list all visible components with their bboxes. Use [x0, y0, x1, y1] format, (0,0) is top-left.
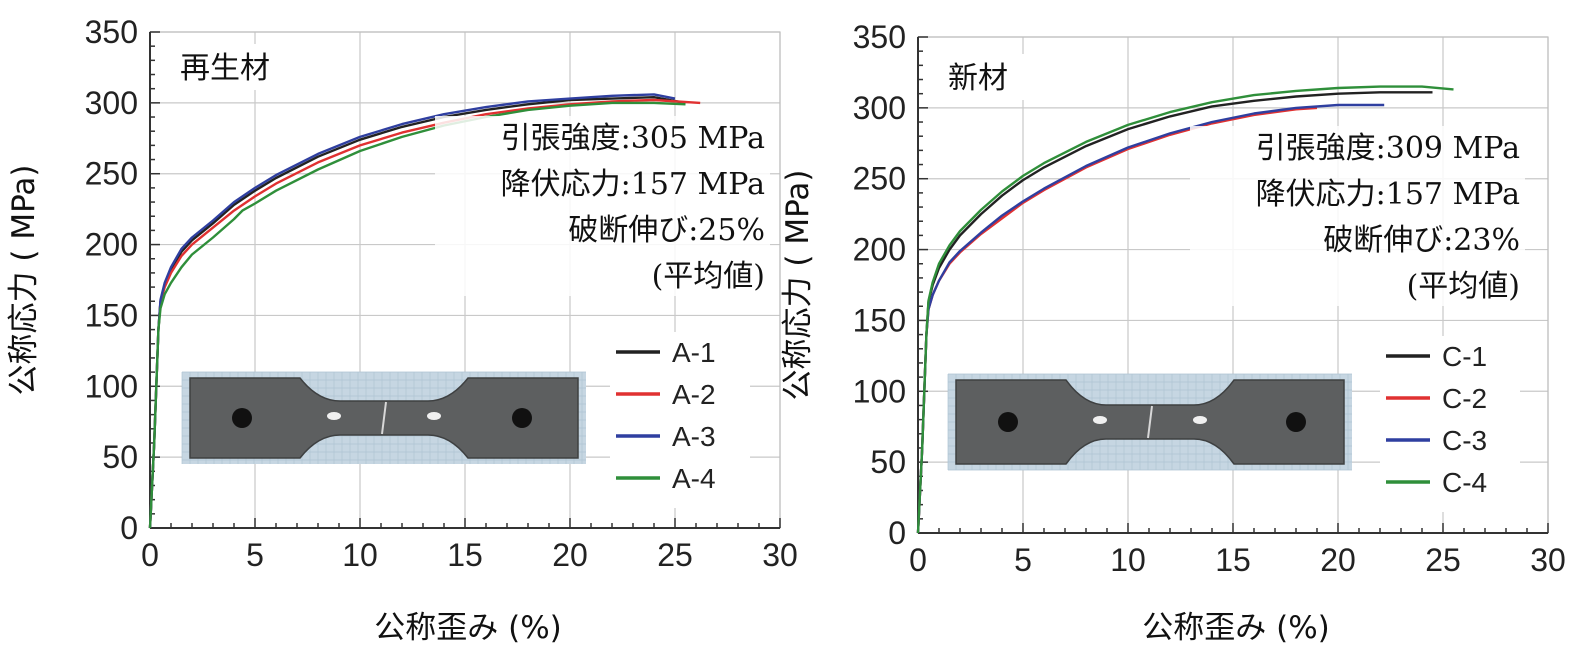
- legend-label: C-1: [1442, 341, 1487, 372]
- y-tick-label: 250: [853, 161, 906, 197]
- x-tick-label: 20: [1320, 542, 1356, 578]
- x-tick-label: 20: [552, 537, 588, 573]
- x-axis-label: 公称歪み (%): [374, 610, 562, 646]
- legend-label: A-4: [672, 463, 716, 494]
- x-axis-label: 公称歪み (%): [1142, 610, 1330, 646]
- legend-label: A-3: [672, 421, 716, 452]
- series-line-A-4: [148, 101, 686, 529]
- x-tick-label: 0: [141, 537, 159, 573]
- stat-annotation: 破断伸び:23%: [1323, 223, 1520, 258]
- y-axis-label: 公称応力 ( MPa): [780, 170, 816, 401]
- series-line-C-4: [916, 85, 1454, 534]
- specimen-hole: [512, 408, 532, 428]
- specimen-photo: [181, 371, 586, 464]
- x-tick-label: 30: [762, 537, 798, 573]
- stats-background: [435, 116, 770, 296]
- panel-title: 再生材: [180, 51, 270, 86]
- gauge-mark: [327, 412, 341, 420]
- stat-annotation: 降伏応力:157 MPa: [501, 167, 765, 202]
- x-tick-label: 5: [1014, 542, 1032, 578]
- y-tick-label: 200: [85, 227, 138, 263]
- specimen-hole: [998, 412, 1018, 432]
- y-tick-label: 300: [85, 85, 138, 121]
- y-axis-label: 公称応力 ( MPa): [6, 165, 42, 396]
- y-tick-label: 200: [853, 232, 906, 268]
- gauge-mark: [1193, 416, 1207, 424]
- title-background: [940, 54, 1070, 100]
- y-tick-label: 150: [85, 297, 138, 333]
- panel-title: 新材: [948, 61, 1008, 96]
- specimen-photo: [947, 373, 1352, 471]
- fracture-line: [1147, 405, 1153, 439]
- y-tick-label: 350: [853, 19, 906, 55]
- gauge-mark: [1093, 416, 1107, 424]
- stat-annotation: 引張強度:309 MPa: [1256, 131, 1520, 166]
- legend-label: C-2: [1442, 383, 1487, 414]
- y-tick-label: 150: [853, 302, 906, 338]
- legend-label: C-4: [1442, 467, 1487, 498]
- x-tick-label: 30: [1530, 542, 1566, 578]
- x-tick-label: 15: [447, 537, 483, 573]
- x-tick-label: 25: [657, 537, 693, 573]
- stat-annotation: 引張強度:305 MPa: [501, 121, 765, 156]
- y-tick-label: 300: [853, 90, 906, 126]
- fracture-line: [381, 401, 387, 435]
- stat-annotation: 降伏応力:157 MPa: [1256, 177, 1520, 212]
- x-tick-label: 5: [246, 537, 264, 573]
- specimen-hole: [1286, 412, 1306, 432]
- title-background: [172, 44, 302, 90]
- stat-annotation: 破断伸び:25%: [568, 213, 765, 248]
- x-tick-label: 0: [909, 542, 927, 578]
- x-tick-label: 25: [1425, 542, 1461, 578]
- y-tick-label: 50: [102, 439, 138, 475]
- x-tick-label: 10: [342, 537, 378, 573]
- legend-label: A-2: [672, 379, 716, 410]
- y-tick-label: 100: [85, 368, 138, 404]
- y-tick-label: 100: [853, 373, 906, 409]
- y-tick-label: 0: [120, 510, 138, 546]
- stat-annotation: (平均値): [1407, 269, 1520, 304]
- legend-label: A-1: [672, 337, 716, 368]
- gauge-mark: [427, 412, 441, 420]
- stats-background: [1190, 126, 1525, 306]
- x-tick-label: 10: [1110, 542, 1146, 578]
- y-tick-label: 250: [85, 156, 138, 192]
- specimen-hole: [232, 408, 252, 428]
- legend-label: C-3: [1442, 425, 1487, 456]
- y-tick-label: 50: [870, 444, 906, 480]
- y-tick-label: 0: [888, 515, 906, 551]
- stat-annotation: (平均値): [652, 259, 765, 294]
- y-tick-label: 350: [85, 14, 138, 50]
- x-tick-label: 15: [1215, 542, 1251, 578]
